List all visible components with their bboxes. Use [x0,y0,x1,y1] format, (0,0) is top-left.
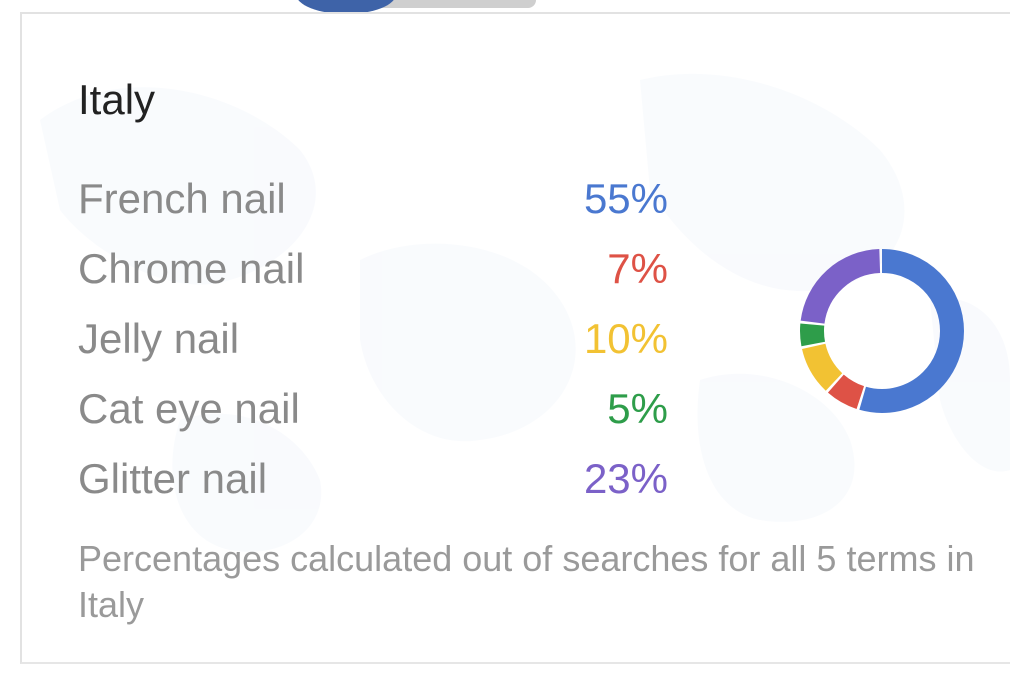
term-label: French nail [78,175,286,222]
term-label: Cat eye nail [78,385,300,432]
term-label: Chrome nail [78,245,305,292]
term-value: 5% [607,385,668,432]
donut-slice-cat-eye-nail [800,249,964,413]
term-value: 55% [583,175,668,222]
percentage-footnote: Percentages calculated out of searches f… [78,538,975,625]
term-value: 23% [583,455,668,502]
region-breakdown-card: Italy French nail 55% Chrome nail 7% Jel… [20,12,1010,664]
term-row-glitter-nail: Glitter nail 23% [78,444,668,514]
region-title: Italy [78,76,156,123]
term-label: Jelly nail [78,315,240,362]
donut-slice-french-nail [800,249,964,413]
term-row-cat-eye-nail: Cat eye nail 5% [78,374,668,444]
term-row-chrome-nail: Chrome nail 7% [78,234,668,304]
term-value: 10% [583,315,668,362]
term-label: Glitter nail [78,455,268,502]
map-marker-partial [298,0,536,14]
term-row-french-nail: French nail 55% [78,164,668,234]
term-list: French nail 55% Chrome nail 7% Jelly nai… [78,164,668,514]
share-donut-chart [800,249,964,413]
term-row-jelly-nail: Jelly nail 10% [78,304,668,374]
term-value: 7% [607,245,668,292]
